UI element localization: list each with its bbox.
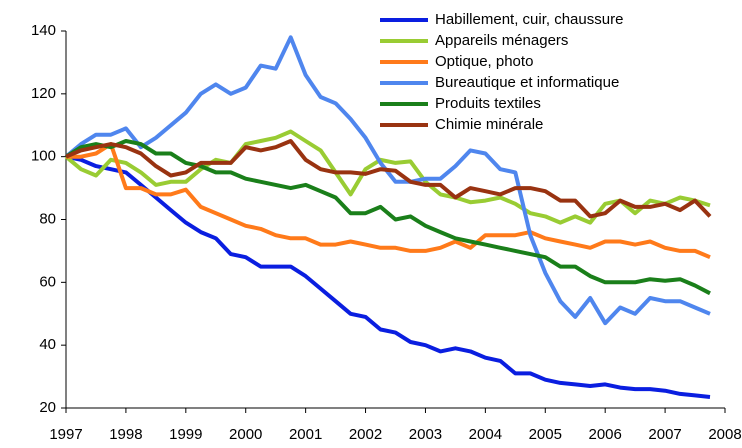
legend-label: Appareils ménagers bbox=[435, 32, 568, 49]
series-line bbox=[64, 139, 711, 296]
series-line bbox=[65, 154, 711, 399]
series-line bbox=[65, 139, 712, 219]
y-tick-label: 140 bbox=[31, 22, 56, 39]
x-tick-label: 2003 bbox=[409, 426, 442, 443]
x-tick-label: 2008 bbox=[708, 426, 741, 443]
legend-label: Chimie minérale bbox=[435, 116, 543, 133]
series-line bbox=[64, 129, 711, 225]
series-line bbox=[66, 142, 711, 260]
y-tick-label: 40 bbox=[39, 336, 56, 353]
y-tick-label: 100 bbox=[31, 148, 56, 165]
legend-label: Bureautique et informatique bbox=[435, 74, 619, 91]
x-tick-label: 1997 bbox=[49, 426, 82, 443]
x-tick-label: 1999 bbox=[169, 426, 202, 443]
x-tick-label: 1998 bbox=[109, 426, 142, 443]
x-tick-label: 2000 bbox=[229, 426, 262, 443]
x-tick-label: 2006 bbox=[588, 426, 621, 443]
y-tick-label: 120 bbox=[31, 85, 56, 102]
legend-label: Produits textiles bbox=[435, 95, 541, 112]
x-tick-label: 2001 bbox=[289, 426, 322, 443]
series-line bbox=[64, 35, 711, 326]
y-tick-label: 20 bbox=[39, 399, 56, 416]
x-tick-label: 2002 bbox=[349, 426, 382, 443]
y-tick-label: 80 bbox=[39, 210, 56, 227]
x-tick-label: 2007 bbox=[648, 426, 681, 443]
x-tick-label: 2005 bbox=[529, 426, 562, 443]
legend-label: Optique, photo bbox=[435, 53, 533, 70]
y-tick-label: 60 bbox=[39, 273, 56, 290]
x-tick-label: 2004 bbox=[469, 426, 502, 443]
legend-label: Habillement, cuir, chaussure bbox=[435, 11, 623, 28]
